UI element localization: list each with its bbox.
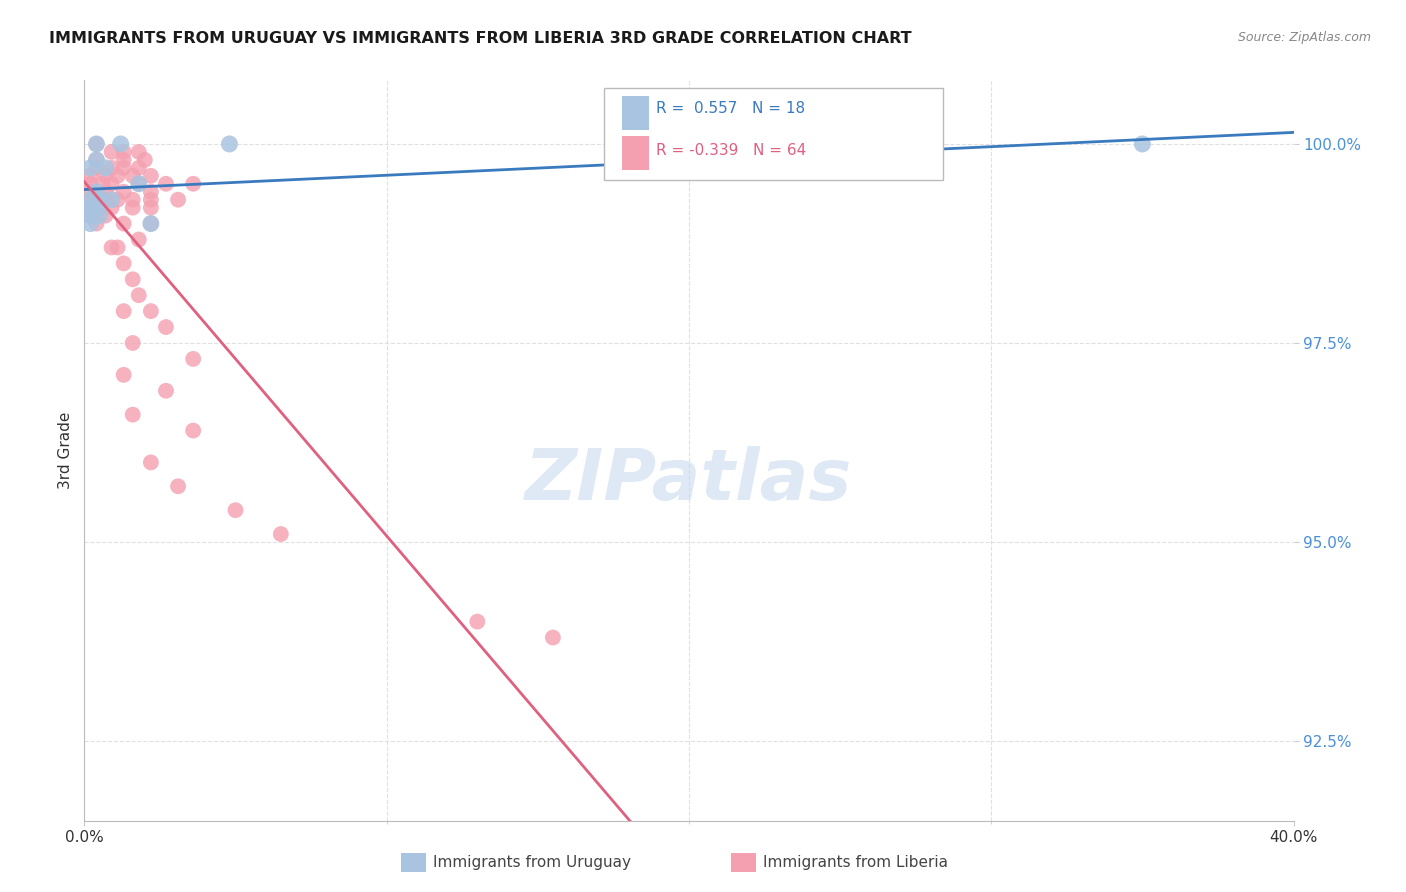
Point [225, 503, 247, 517]
Point [128, 177, 150, 191]
Text: R = -0.339   N = 64: R = -0.339 N = 64 [657, 144, 807, 159]
Point [86, 185, 108, 199]
Point [541, 631, 564, 645]
Point [139, 455, 162, 469]
Point [107, 169, 129, 183]
Point [128, 232, 150, 246]
Text: ZIPatlas: ZIPatlas [526, 446, 852, 515]
Point [94, 161, 117, 175]
FancyBboxPatch shape [605, 87, 943, 180]
Point [139, 217, 162, 231]
Y-axis label: 3rd Grade: 3rd Grade [58, 412, 73, 489]
Point [167, 193, 190, 207]
Bar [623, 96, 650, 129]
Point [100, 201, 122, 215]
Point [467, 615, 489, 629]
Point [79, 177, 101, 191]
Point [100, 193, 122, 207]
Point [89, 209, 111, 223]
Point [139, 201, 162, 215]
Point [181, 424, 204, 438]
Point [79, 209, 101, 223]
Point [107, 193, 129, 207]
Point [100, 145, 122, 159]
Point [89, 193, 111, 207]
Point [270, 527, 292, 541]
Point [86, 201, 108, 215]
Point [139, 169, 162, 183]
Point [128, 177, 150, 191]
Point [79, 169, 101, 183]
Bar [623, 136, 650, 169]
Point [155, 384, 177, 398]
Point [128, 288, 150, 302]
Text: Source: ZipAtlas.com: Source: ZipAtlas.com [1237, 31, 1371, 45]
Point [100, 240, 122, 254]
Point [94, 193, 117, 207]
Point [121, 336, 143, 351]
Point [86, 153, 108, 167]
Point [139, 217, 162, 231]
Point [79, 193, 101, 207]
Point [139, 185, 162, 199]
Point [139, 193, 162, 207]
Point [134, 153, 156, 167]
Point [112, 185, 135, 199]
Point [121, 408, 143, 422]
Text: IMMIGRANTS FROM URUGUAY VS IMMIGRANTS FROM LIBERIA 3RD GRADE CORRELATION CHART: IMMIGRANTS FROM URUGUAY VS IMMIGRANTS FR… [49, 31, 912, 46]
Point [167, 479, 190, 493]
Point [181, 177, 204, 191]
Point [86, 161, 108, 175]
Text: R =  0.557   N = 18: R = 0.557 N = 18 [657, 101, 806, 116]
Point [121, 272, 143, 286]
Point [86, 217, 108, 231]
Point [155, 320, 177, 334]
Point [79, 193, 101, 207]
Point [112, 217, 135, 231]
Point [94, 185, 117, 199]
Text: Immigrants from Uruguay: Immigrants from Uruguay [433, 855, 631, 870]
Point [79, 201, 101, 215]
Point [94, 169, 117, 183]
Point [155, 177, 177, 191]
Point [112, 153, 135, 167]
Point [112, 304, 135, 318]
Point [121, 169, 143, 183]
Point [112, 368, 135, 382]
Point [79, 217, 101, 231]
Point [112, 256, 135, 270]
Point [128, 145, 150, 159]
Point [79, 201, 101, 215]
Point [1130, 136, 1153, 151]
Point [94, 209, 117, 223]
Point [100, 177, 122, 191]
Point [121, 193, 143, 207]
Point [121, 201, 143, 215]
Text: Immigrants from Liberia: Immigrants from Liberia [763, 855, 949, 870]
Point [86, 136, 108, 151]
Point [139, 304, 162, 318]
Point [128, 161, 150, 175]
Point [107, 240, 129, 254]
Point [79, 161, 101, 175]
Point [112, 145, 135, 159]
Point [110, 136, 132, 151]
Point [79, 209, 101, 223]
Point [181, 351, 204, 366]
Point [100, 161, 122, 175]
Point [79, 185, 101, 199]
Point [218, 136, 240, 151]
Point [86, 153, 108, 167]
Point [91, 177, 114, 191]
Point [112, 161, 135, 175]
Point [86, 136, 108, 151]
